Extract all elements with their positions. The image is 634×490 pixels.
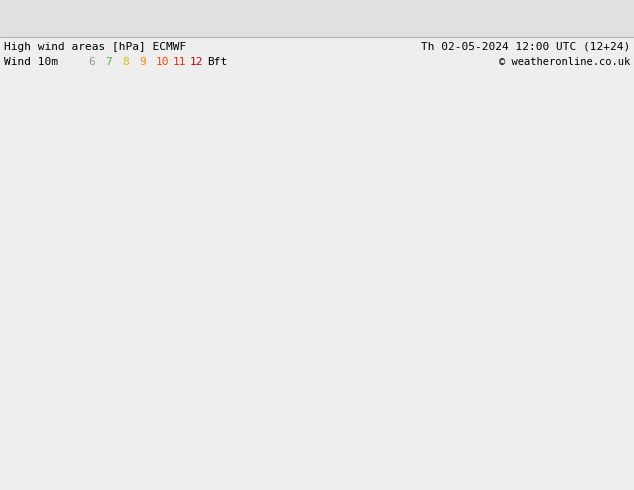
Text: 1004: 1004	[378, 456, 401, 465]
Text: 6: 6	[88, 57, 94, 67]
Text: 1004: 1004	[452, 335, 475, 343]
Text: Th 02-05-2024 12:00 UTC (12+24): Th 02-05-2024 12:00 UTC (12+24)	[421, 42, 630, 52]
Text: 1004: 1004	[565, 462, 588, 470]
Text: 1013: 1013	[388, 207, 411, 217]
Text: 1013: 1013	[22, 261, 45, 270]
Text: 1012: 1012	[375, 198, 398, 207]
Text: 9: 9	[139, 57, 146, 67]
Text: 7: 7	[105, 57, 112, 67]
Text: 1016: 1016	[378, 248, 401, 258]
Polygon shape	[395, 360, 634, 490]
Text: High wind areas [hPa] ECMWF: High wind areas [hPa] ECMWF	[4, 42, 186, 52]
Text: 11: 11	[173, 57, 186, 67]
Polygon shape	[192, 288, 255, 480]
Polygon shape	[520, 50, 634, 210]
Polygon shape	[192, 352, 286, 485]
Text: 1004: 1004	[558, 339, 581, 347]
Text: 1020: 1020	[172, 50, 195, 59]
Text: 1012: 1012	[22, 241, 45, 249]
Text: 1000: 1000	[460, 369, 483, 378]
Text: 1004: 1004	[306, 325, 329, 335]
Text: Bft: Bft	[207, 57, 227, 67]
Text: 12: 12	[190, 57, 204, 67]
Text: 10: 10	[156, 57, 169, 67]
Text: Wind 10m: Wind 10m	[4, 57, 58, 67]
Polygon shape	[40, 205, 82, 235]
Text: 1013: 1013	[300, 196, 325, 204]
Text: 1016: 1016	[52, 191, 75, 199]
Text: 1013: 1013	[542, 232, 565, 242]
Text: 1008: 1008	[195, 288, 218, 296]
Text: © weatheronline.co.uk: © weatheronline.co.uk	[499, 57, 630, 67]
Text: 1000: 1000	[484, 368, 507, 376]
Text: 1018: 1018	[584, 118, 607, 126]
Text: 1006: 1006	[378, 302, 401, 312]
Text: 1012: 1012	[298, 182, 321, 192]
Polygon shape	[107, 270, 170, 434]
Text: 8: 8	[122, 57, 129, 67]
Text: 1012: 1012	[550, 227, 573, 237]
Polygon shape	[560, 50, 634, 130]
Text: 1018: 1018	[340, 105, 363, 115]
Text: 1008: 1008	[600, 318, 623, 326]
Polygon shape	[302, 50, 550, 230]
